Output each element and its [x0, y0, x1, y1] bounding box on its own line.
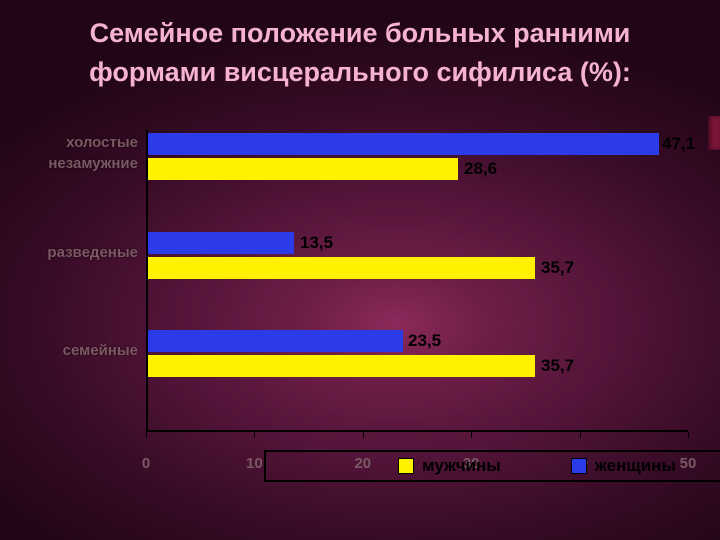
tick-10 — [254, 432, 255, 438]
title-line1: Семейное положение больных раннимиформам… — [89, 18, 631, 87]
xlabel-10: 10 — [246, 455, 263, 472]
accent-strip — [708, 116, 720, 150]
cat-label-single-top: холостые — [28, 134, 138, 151]
legend-label-women: женщины — [595, 456, 676, 476]
bar-married-men — [148, 355, 535, 377]
val-single-women: 47,1 — [662, 133, 695, 155]
val-married-women: 23,5 — [408, 330, 441, 352]
swatch-women — [571, 458, 587, 474]
bar-single-women — [148, 133, 659, 155]
bar-divorced-women — [148, 232, 294, 254]
x-axis — [146, 430, 688, 432]
val-divorced-men: 35,7 — [541, 257, 574, 279]
tick-40 — [580, 432, 581, 438]
chart-area: холостые незамужние разведеные семейные … — [28, 130, 700, 500]
val-married-men: 35,7 — [541, 355, 574, 377]
tick-50 — [688, 432, 689, 438]
swatch-men — [398, 458, 414, 474]
tick-20 — [363, 432, 364, 438]
val-single-men: 28,6 — [464, 158, 497, 180]
slide: Семейное положение больных раннимиформам… — [0, 0, 720, 540]
bar-divorced-men — [148, 257, 535, 279]
xlabel-0: 0 — [142, 455, 150, 472]
legend-label-men: мужчины — [422, 456, 501, 476]
bar-single-men — [148, 158, 458, 180]
legend: мужчины женщины — [264, 450, 720, 482]
bar-married-women — [148, 330, 403, 352]
legend-item-women: женщины — [571, 456, 676, 476]
cat-label-married: семейные — [28, 342, 138, 359]
plot-region: 47,1 28,6 13,5 35,7 23,5 35,7 0 10 20 30 — [146, 130, 688, 450]
tick-0 — [146, 432, 147, 438]
tick-30 — [471, 432, 472, 438]
slide-title: Семейное положение больных раннимиформам… — [0, 14, 720, 92]
cat-label-single-bottom: незамужние — [28, 155, 138, 172]
val-divorced-women: 13,5 — [300, 232, 333, 254]
cat-label-divorced: разведеные — [28, 244, 138, 261]
legend-item-men: мужчины — [398, 456, 501, 476]
